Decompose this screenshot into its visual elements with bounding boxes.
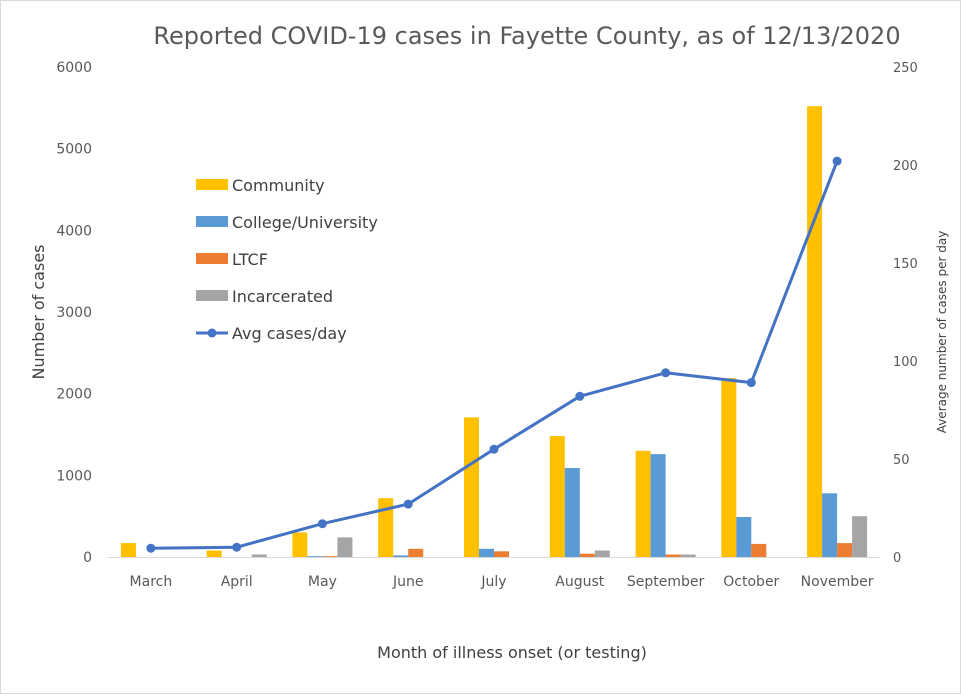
bar-college-university-october	[736, 517, 752, 557]
bar-community-may	[292, 532, 308, 557]
point-avg-cases-day-november	[832, 156, 842, 166]
bars-layer	[120, 106, 868, 557]
legend-swatch-incarcerated	[196, 290, 228, 301]
legend-label-avg-cases-day: Avg cases/day	[232, 324, 347, 343]
bar-incarcerated-august	[594, 550, 610, 557]
legend-label-community: Community	[232, 176, 325, 195]
bar-community-november	[807, 106, 823, 557]
y2-tick-label: 100	[893, 355, 918, 370]
legend-swatch-community	[196, 179, 228, 190]
bar-college-university-july	[479, 548, 494, 557]
bar-ltcf-june	[408, 548, 424, 557]
bar-community-october	[721, 378, 737, 557]
bar-ltcf-may	[322, 556, 338, 557]
x-tick-label-june: June	[392, 574, 424, 590]
bar-community-march	[120, 543, 136, 557]
secondary-y-axis-title: Average number of cases per day	[935, 231, 949, 434]
point-avg-cases-day-july	[489, 444, 499, 454]
point-avg-cases-day-august	[575, 391, 585, 401]
y-axis-title: Number of cases	[29, 245, 48, 380]
bar-incarcerated-september	[680, 554, 696, 557]
bar-ltcf-november	[837, 543, 853, 557]
x-tick-label-november: November	[801, 574, 874, 590]
y2-tick-label: 50	[893, 453, 910, 468]
tick-labels: 0 1000 2000 3000 4000 5000 6000 0 50 100 150 200 250…	[56, 60, 917, 590]
bar-community-september	[635, 450, 651, 557]
point-avg-cases-day-september	[661, 368, 671, 378]
legend-marker-avg-cases-day	[207, 328, 217, 338]
bar-incarcerated-may	[337, 537, 353, 557]
x-tick-label-september: September	[627, 574, 705, 590]
y-tick-label: 2000	[56, 387, 92, 403]
bar-community-june	[378, 498, 394, 557]
y-tick-label: 4000	[56, 223, 92, 239]
legend-label-ltcf: LTCF	[232, 250, 268, 269]
chart-title: Reported COVID-19 cases in Fayette Count…	[153, 22, 900, 50]
y-tick-label: 1000	[56, 468, 92, 484]
y-tick-label: 5000	[56, 142, 92, 158]
bar-incarcerated-april	[251, 554, 267, 557]
point-avg-cases-day-june	[403, 499, 413, 509]
x-tick-label-october: October	[723, 574, 779, 590]
point-avg-cases-day-march	[146, 543, 156, 553]
y2-tick-label: 200	[893, 159, 918, 174]
x-axis-title: Month of illness onset (or testing)	[377, 643, 647, 662]
legend-label-college-university: College/University	[232, 213, 378, 232]
y-tick-label: 0	[83, 550, 92, 566]
bar-college-university-august	[564, 468, 580, 557]
x-tick-label-may: May	[308, 574, 337, 590]
legend-swatch-college-university	[196, 216, 228, 227]
bar-ltcf-july	[494, 551, 509, 557]
bar-community-july	[464, 417, 479, 557]
line-layer	[146, 156, 842, 553]
point-avg-cases-day-may	[317, 519, 327, 529]
bar-ltcf-september	[665, 554, 681, 557]
y2-tick-label: 0	[893, 551, 901, 566]
x-tick-label-april: April	[221, 574, 253, 590]
point-avg-cases-day-october	[746, 378, 756, 388]
bar-ltcf-october	[751, 543, 767, 557]
bar-college-university-november	[822, 493, 838, 557]
legend: Community College/University LTCF Incarcera…	[196, 176, 378, 343]
bar-college-university-september	[650, 454, 666, 557]
bar-community-august	[549, 436, 565, 557]
y2-tick-label: 150	[893, 257, 918, 272]
bar-college-university-june	[393, 555, 409, 557]
bar-ltcf-august	[579, 553, 595, 557]
bar-community-april	[206, 550, 222, 557]
x-tick-label-march: March	[130, 574, 173, 590]
point-avg-cases-day-april	[232, 542, 242, 552]
bar-incarcerated-november	[852, 516, 868, 557]
y-tick-label: 3000	[56, 305, 92, 321]
legend-label-incarcerated: Incarcerated	[232, 287, 333, 306]
y-tick-label: 6000	[56, 60, 92, 76]
x-tick-label-august: August	[555, 574, 605, 590]
x-tick-label-july: July	[480, 574, 506, 590]
legend-swatch-ltcf	[196, 253, 228, 264]
bar-college-university-may	[307, 556, 323, 557]
y2-tick-label: 250	[893, 61, 918, 76]
